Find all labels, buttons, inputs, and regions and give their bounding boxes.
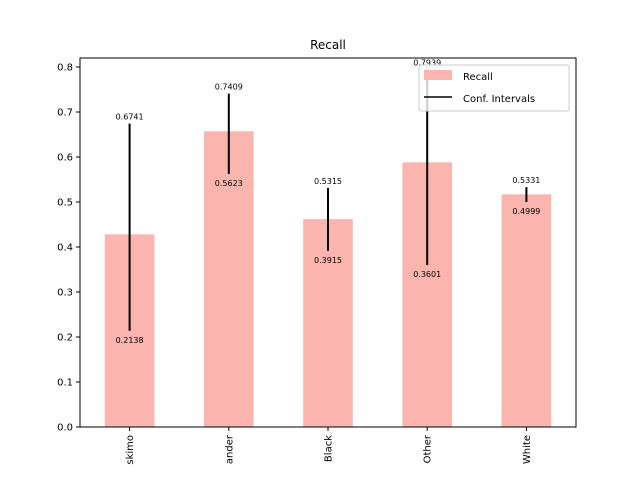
ci-upper-label: 0.5331 — [512, 176, 540, 185]
y-tick-label: 0.8 — [57, 63, 73, 74]
x-tick-label: Black — [324, 435, 335, 462]
x-tick-label: Other — [423, 434, 434, 463]
ci-upper-label: 0.7409 — [215, 83, 243, 92]
bar-black — [303, 219, 353, 427]
y-tick-label: 0.4 — [57, 243, 73, 254]
ci-upper-label: 0.6741 — [116, 113, 144, 122]
x-tick-label: skimo — [125, 435, 136, 465]
y-tick-label: 0.6 — [57, 153, 73, 164]
ci-upper-label: 0.5315 — [314, 177, 342, 186]
y-tick-label: 0.7 — [57, 108, 73, 119]
x-tick-label: White — [522, 435, 533, 464]
ci-upper-label: 0.7939 — [413, 59, 441, 68]
ci-lower-label: 0.5623 — [215, 179, 243, 188]
bar-ander — [204, 131, 254, 427]
y-tick-label: 0.1 — [57, 378, 73, 389]
bar-white — [501, 194, 552, 427]
legend-recall-swatch — [424, 70, 452, 80]
legend-recall-label: Recall — [463, 72, 493, 83]
axes-layer: 0.0 0.1 0.2 0.3 0.4 0.5 0.6 0.7 0.8 skimo ander Bla… — [57, 57, 577, 465]
ci-lower-label: 0.4999 — [512, 207, 540, 216]
bars-layer — [104, 131, 552, 427]
y-tick-label: 0.0 — [57, 423, 73, 434]
y-tick-label: 0.3 — [57, 288, 73, 299]
y-tick-label: 0.2 — [57, 333, 73, 344]
legend-ci-label: Conf. Intervals — [463, 94, 535, 105]
legend: Recall Conf. Intervals — [418, 64, 570, 112]
chart-title: Recall — [310, 38, 346, 52]
ci-lower-label: 0.3915 — [314, 256, 342, 265]
x-tick-label: ander — [224, 434, 235, 464]
y-tick-label: 0.5 — [57, 198, 73, 209]
ci-lower-label: 0.3601 — [413, 270, 441, 279]
legend-box — [418, 64, 570, 112]
ci-lower-label: 0.2138 — [116, 336, 144, 345]
